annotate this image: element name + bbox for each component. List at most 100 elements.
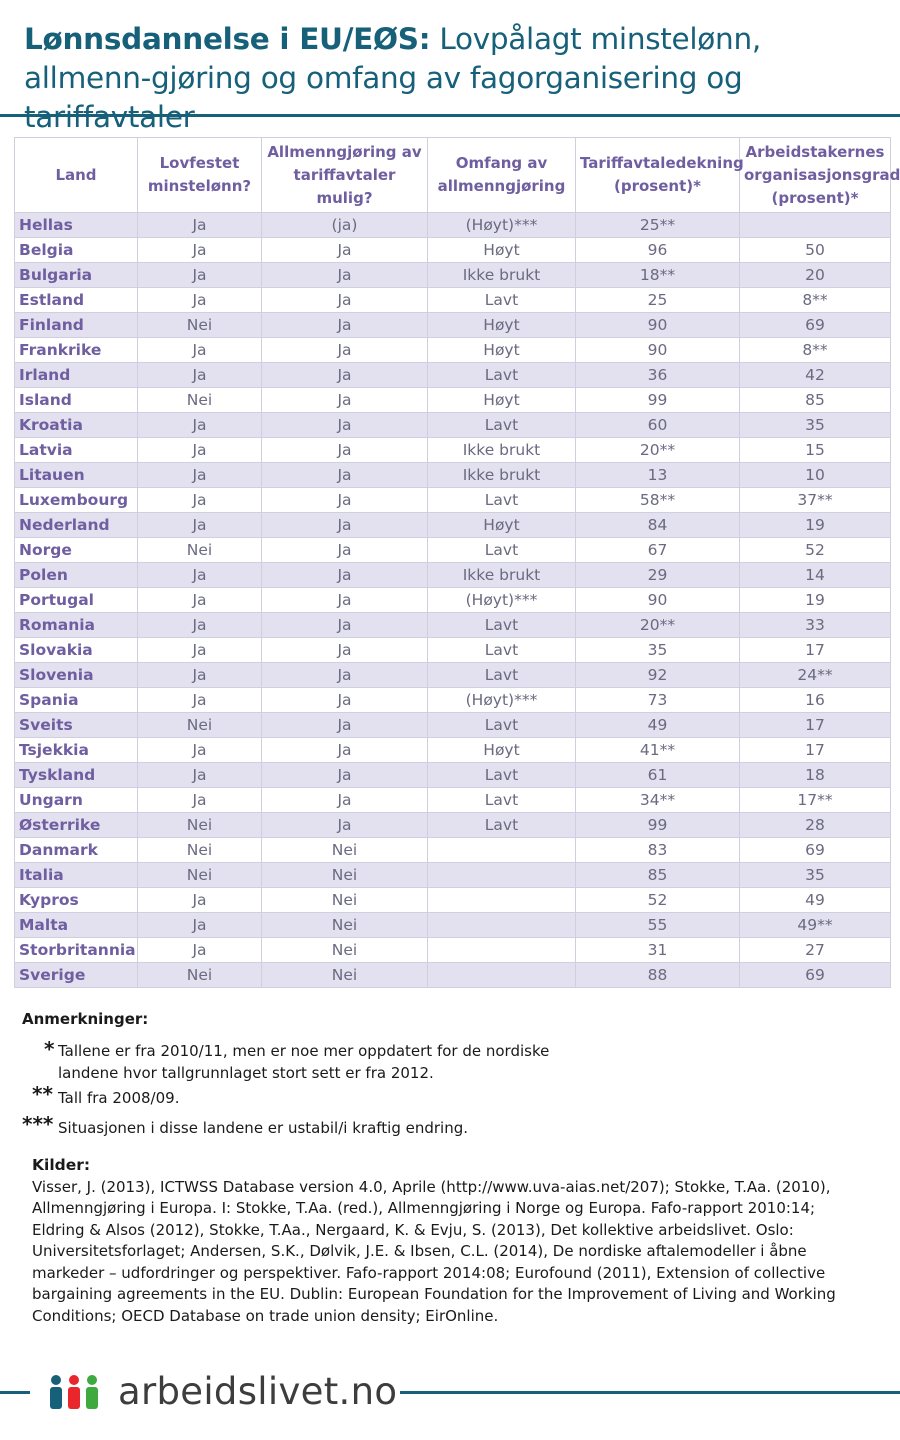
cell-land: Slovakia [14,637,138,663]
cell-omfang: Lavt [427,412,576,438]
table-body: Hellas Ja (ja) (Høyt)*** 25** Belgia Ja Ja Høyt 9… [14,212,891,988]
cell-tariffdekning: 49 [575,712,740,738]
header-allmenngjoring: Allmenngjøring av tariffavtaler mulig? [261,137,428,213]
cell-minstelonn: Ja [137,337,262,363]
cell-minstelonn: Ja [137,487,262,513]
logo: arbeidslivet.no [46,1368,397,1418]
table-row: Østerrike Nei Ja Lavt 99 28 [14,812,891,838]
table-row: Romania Ja Ja Lavt 20** 33 [14,612,891,638]
cell-allmenngjoring: Ja [261,437,428,463]
cell-tariffdekning: 67 [575,537,740,563]
cell-minstelonn: Nei [137,537,262,563]
cell-tariffdekning: 61 [575,762,740,788]
cell-organisasjonsgrad: 37** [739,487,891,513]
table-row: Finland Nei Ja Høyt 90 69 [14,312,891,338]
note-1-marker: * [44,1037,55,1061]
cell-organisasjonsgrad: 15 [739,437,891,463]
cell-tariffdekning: 52 [575,887,740,913]
cell-allmenngjoring: Ja [261,512,428,538]
cell-tariffdekning: 41** [575,737,740,763]
cell-allmenngjoring: Ja [261,487,428,513]
sources-section: Kilder: Visser, J. (2013), ICTWSS Databa… [32,1155,872,1327]
cell-minstelonn: Nei [137,312,262,338]
cell-allmenngjoring: Nei [261,937,428,963]
cell-allmenngjoring: Ja [261,537,428,563]
cell-allmenngjoring: Ja [261,612,428,638]
cell-organisasjonsgrad: 28 [739,812,891,838]
cell-land: Kypros [14,887,138,913]
cell-minstelonn: Nei [137,862,262,888]
cell-land: Tyskland [14,762,138,788]
cell-allmenngjoring: (ja) [261,212,428,238]
table-row: Belgia Ja Ja Høyt 96 50 [14,237,891,263]
cell-allmenngjoring: Ja [261,562,428,588]
table-row: Spania Ja Ja (Høyt)*** 73 16 [14,687,891,713]
cell-omfang: Lavt [427,812,576,838]
cell-minstelonn: Ja [137,362,262,388]
cell-land: Norge [14,537,138,563]
cell-allmenngjoring: Ja [261,812,428,838]
cell-land: Luxembourg [14,487,138,513]
cell-allmenngjoring: Ja [261,687,428,713]
cell-land: Tsjekkia [14,737,138,763]
cell-tariffdekning: 36 [575,362,740,388]
note-1-line1: Tallene er fra 2010/11, men er noe mer o… [58,1042,550,1060]
table-row: Bulgaria Ja Ja Ikke brukt 18** 20 [14,262,891,288]
cell-land: Hellas [14,212,138,238]
cell-organisasjonsgrad: 10 [739,462,891,488]
table-row: Irland Ja Ja Lavt 36 42 [14,362,891,388]
cell-land: Bulgaria [14,262,138,288]
cell-minstelonn: Ja [137,762,262,788]
cell-land: Polen [14,562,138,588]
cell-omfang: Høyt [427,387,576,413]
cell-omfang: Ikke brukt [427,262,576,288]
table-row: Luxembourg Ja Ja Lavt 58** 37** [14,487,891,513]
cell-omfang: Lavt [427,662,576,688]
table-row: Island Nei Ja Høyt 99 85 [14,387,891,413]
cell-allmenngjoring: Nei [261,887,428,913]
cell-organisasjonsgrad: 33 [739,612,891,638]
cell-minstelonn: Ja [137,287,262,313]
cell-minstelonn: Ja [137,512,262,538]
table-row: Tyskland Ja Ja Lavt 61 18 [14,762,891,788]
cell-omfang: Ikke brukt [427,437,576,463]
cell-allmenngjoring: Ja [261,287,428,313]
cell-organisasjonsgrad: 17 [739,737,891,763]
cell-organisasjonsgrad: 17 [739,637,891,663]
cell-minstelonn: Ja [137,687,262,713]
logo-text: arbeidslivet.no [118,1370,398,1413]
table-header-row: Land Lovfestet minstelønn? Allmenngjørin… [14,137,900,213]
cell-minstelonn: Ja [137,412,262,438]
cell-land: Kroatia [14,412,138,438]
cell-minstelonn: Ja [137,662,262,688]
cell-minstelonn: Nei [137,812,262,838]
table-row: Storbritannia Ja Nei 31 27 [14,937,891,963]
header-omfang: Omfang av allmenngjøring [427,137,576,213]
cell-organisasjonsgrad: 17** [739,787,891,813]
cell-allmenngjoring: Ja [261,362,428,388]
cell-tariffdekning: 31 [575,937,740,963]
cell-tariffdekning: 85 [575,862,740,888]
cell-allmenngjoring: Ja [261,762,428,788]
note-2: ** Tall fra 2008/09. [22,1083,622,1109]
cell-omfang: Lavt [427,287,576,313]
cell-minstelonn: Ja [137,462,262,488]
cell-minstelonn: Ja [137,937,262,963]
title-divider [0,114,900,117]
table-row: Malta Ja Nei 55 49** [14,912,891,938]
cell-tariffdekning: 99 [575,387,740,413]
cell-land: Sveits [14,712,138,738]
header-tariffdekning: Tariffavtaledekning (prosent)* [575,137,744,213]
cell-organisasjonsgrad [739,212,891,238]
table-row: Litauen Ja Ja Ikke brukt 13 10 [14,462,891,488]
header-minstelonn: Lovfestet minstelønn? [137,137,262,213]
cell-tariffdekning: 25** [575,212,740,238]
cell-tariffdekning: 34** [575,787,740,813]
cell-tariffdekning: 84 [575,512,740,538]
cell-organisasjonsgrad: 42 [739,362,891,388]
cell-tariffdekning: 92 [575,662,740,688]
table-row: Estland Ja Ja Lavt 25 8** [14,287,891,313]
table-row: Danmark Nei Nei 83 69 [14,837,891,863]
cell-tariffdekning: 90 [575,312,740,338]
cell-omfang: Høyt [427,512,576,538]
